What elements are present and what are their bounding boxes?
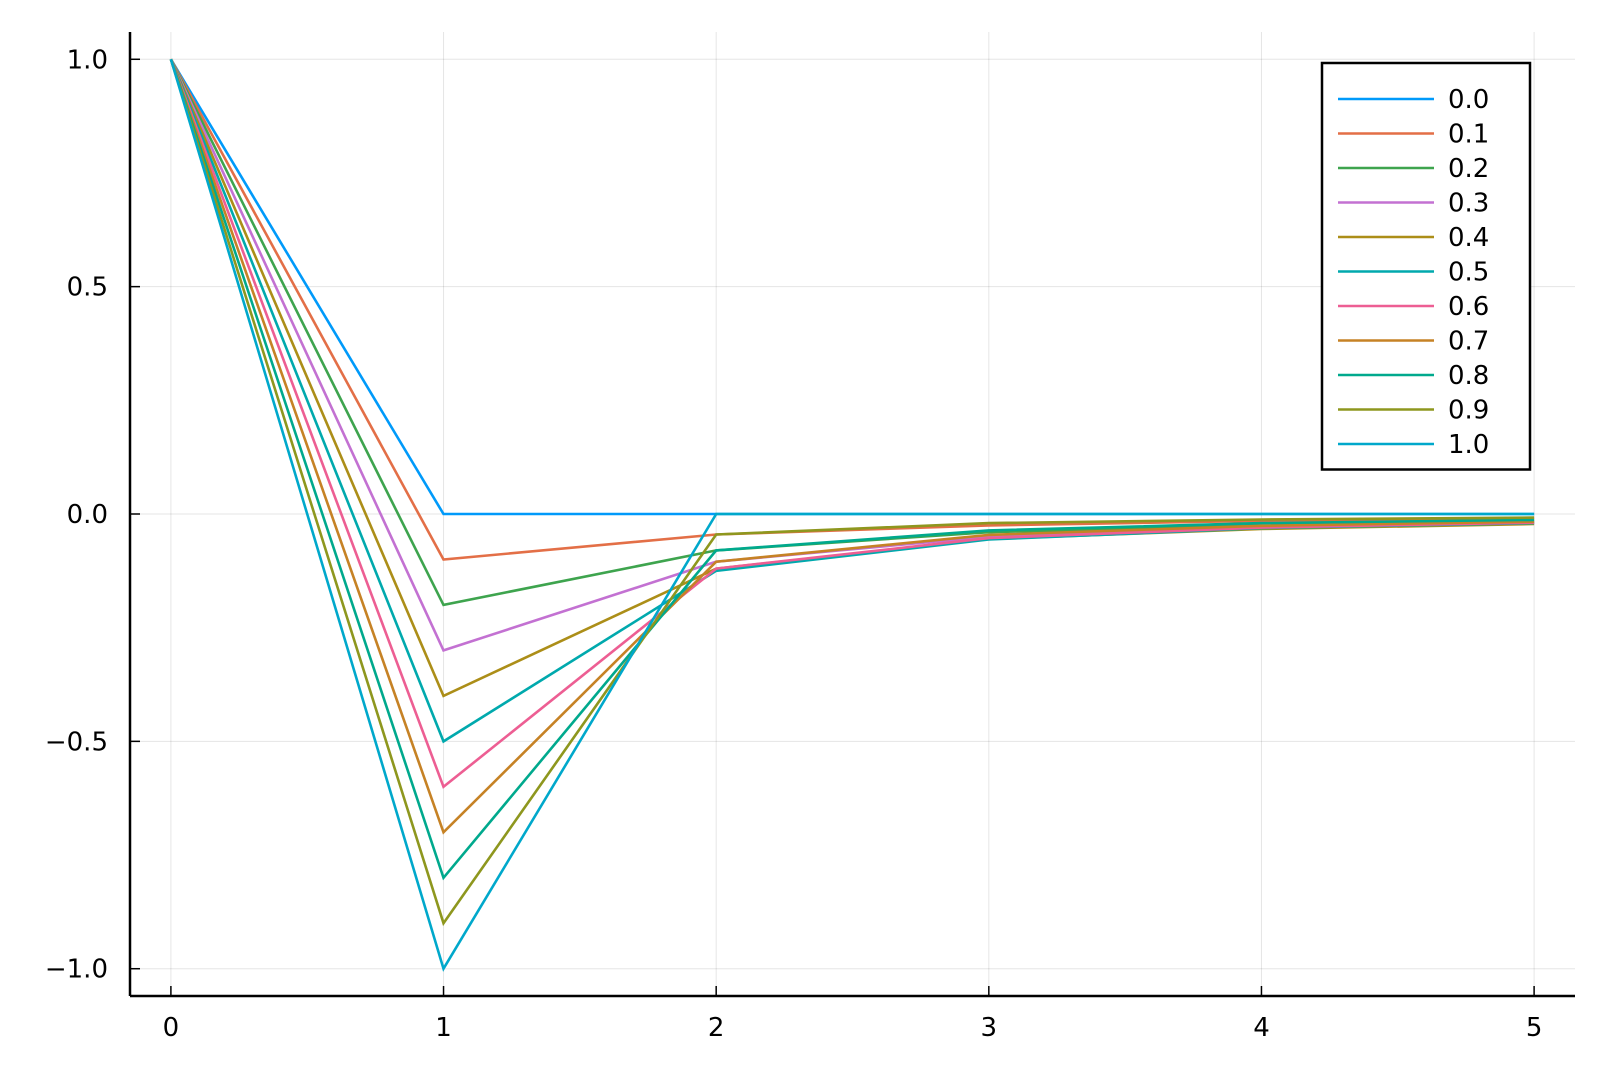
x-tick-label: 5 <box>1526 1013 1543 1043</box>
y-tick-label: 1.0 <box>67 45 108 75</box>
y-tick-label: −0.5 <box>45 727 108 757</box>
series-line-0.9 <box>169 58 1535 927</box>
tick-labels: 0 1 2 3 4 5 −1.0 −0.5 0.0 0.5 1.0 <box>45 45 1543 1043</box>
x-tick-label: 1 <box>435 1013 452 1043</box>
series-line-0.8 <box>169 58 1535 881</box>
x-tick-label: 0 <box>163 1013 180 1043</box>
legend-label: 0.2 <box>1448 154 1489 184</box>
legend-label: 0.8 <box>1448 361 1489 391</box>
legend-label: 1.0 <box>1448 430 1489 460</box>
legend-label: 0.3 <box>1448 189 1489 219</box>
x-tick-label: 2 <box>708 1013 725 1043</box>
legend-label: 0.9 <box>1448 396 1489 426</box>
axes <box>128 32 1575 998</box>
legend-label: 0.0 <box>1448 85 1489 115</box>
legend-label: 0.4 <box>1448 223 1489 253</box>
y-tick-label: 0.5 <box>67 273 108 303</box>
x-tick-label: 4 <box>1253 1013 1270 1043</box>
data-series <box>169 58 1535 972</box>
x-tick-label: 3 <box>981 1013 998 1043</box>
series-line-0.7 <box>169 58 1535 835</box>
legend-box <box>1320 61 1532 471</box>
legend-label: 0.5 <box>1448 258 1489 288</box>
series-line-0.6 <box>169 58 1535 789</box>
legend: 0.0 0.1 0.2 0.3 0.4 0.5 0.6 0.7 0.8 0.9 1.0 <box>1320 61 1532 471</box>
legend-label: 0.1 <box>1448 120 1489 150</box>
legend-label: 0.6 <box>1448 292 1489 322</box>
y-tick-label: 0.0 <box>67 500 108 530</box>
series-line-1.0 <box>169 58 1535 972</box>
legend-label: 0.7 <box>1448 327 1489 357</box>
y-tick-label: −1.0 <box>45 955 108 985</box>
